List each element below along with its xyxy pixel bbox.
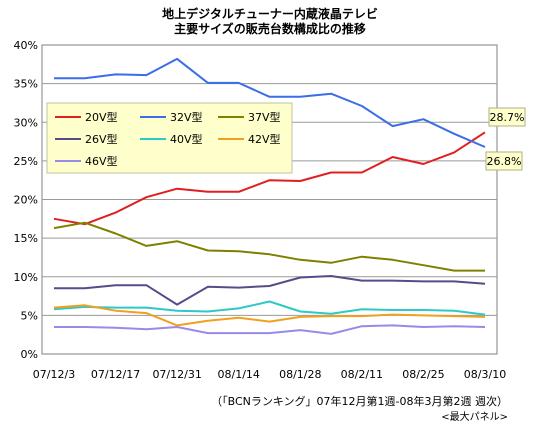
legend-label: 26V型 — [85, 132, 118, 146]
y-tick-label: 35% — [14, 78, 38, 91]
x-tick-label: 08/1/14 — [218, 368, 260, 381]
y-tick-label: 5% — [21, 309, 38, 322]
y-tick-label: 0% — [21, 348, 38, 361]
series-line-0 — [53, 131, 486, 226]
panel-note: <最大パネル> — [441, 410, 508, 423]
y-tick-label: 20% — [14, 194, 38, 207]
callout-20v-box — [488, 107, 526, 127]
y-tick-label: 30% — [14, 116, 38, 129]
chart-title-line2: 主要サイズの販売台数構成比の推移 — [174, 21, 366, 36]
y-tick-label: 40% — [14, 39, 38, 52]
y-tick-label: 25% — [14, 155, 38, 168]
legend: 20V型 32V型 37V型 26V型 40V型 42V型 46V型 — [46, 102, 293, 174]
legend-box — [46, 102, 293, 174]
callout-32v: 26.8% — [485, 151, 523, 171]
x-tick-label: 08/3/10 — [464, 368, 506, 381]
x-tick-label: 07/12/31 — [152, 368, 201, 381]
legend-label: 20V型 — [85, 110, 118, 124]
series-line-6 — [54, 324, 486, 335]
callout-32v-box — [485, 151, 523, 171]
series-line-2 — [53, 221, 485, 272]
x-tick-label: 07/12/3 — [33, 368, 75, 381]
x-axis-ticks: 07/12/3 07/12/17 07/12/31 08/1/14 08/1/28 08/… — [33, 368, 506, 381]
y-axis-ticks: 0% 5% 10% 15% 20% 25% 30% 35% 40% — [14, 39, 38, 361]
x-tick-label: 08/2/11 — [341, 368, 383, 381]
x-tick-label: 07/12/17 — [91, 368, 140, 381]
chart-title-line1: 地上デジタルチューナー内蔵液晶テレビ — [162, 6, 378, 21]
legend-label: 32V型 — [170, 110, 203, 124]
y-tick-label: 10% — [14, 271, 38, 284]
legend-label: 42V型 — [248, 132, 281, 146]
legend-label: 40V型 — [170, 132, 203, 146]
x-tick-label: 08/1/28 — [279, 368, 321, 381]
callout-20v-label: 28.7% — [490, 111, 525, 124]
legend-label: 46V型 — [85, 154, 118, 168]
x-tick-label: 08/2/25 — [402, 368, 444, 381]
callout-20v: 28.7% — [488, 107, 526, 127]
callout-32v-label: 26.8% — [487, 155, 522, 168]
series-line-3 — [54, 275, 486, 306]
y-tick-label: 15% — [14, 232, 38, 245]
legend-label: 37V型 — [248, 110, 281, 124]
source-note: （「BCNランキング」07年12月第1週-08年3月第2週 週次） — [211, 394, 508, 408]
series-line-4 — [53, 300, 486, 316]
series-line-5 — [53, 304, 486, 327]
series-lines — [53, 57, 486, 335]
series-line-1 — [54, 57, 486, 148]
